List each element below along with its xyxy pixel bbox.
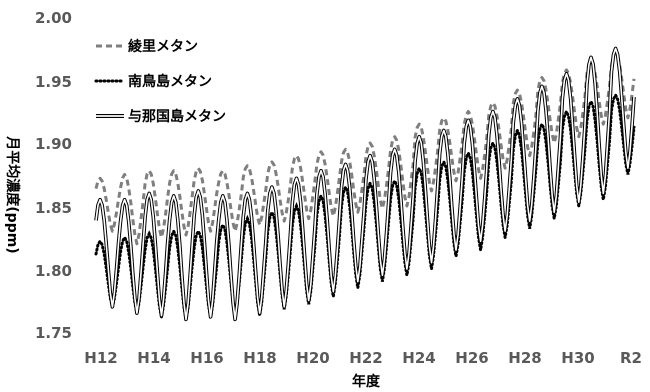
x-axis-tick-labels: H12 H14 H16 H18 H20 H22 H24 H26 H28 H30 … (84, 349, 642, 367)
x-tick-label: H12 (84, 349, 117, 367)
x-tick-label: H24 (402, 349, 435, 367)
legend-label: 与那国島メタン (128, 108, 226, 125)
legend-label: 南鳥島メタン (128, 73, 212, 90)
legend-item-minamitorishima: 南鳥島メタン (94, 73, 212, 90)
series-ryori-line (94, 50, 636, 246)
legend-label: 綾里メタン (128, 38, 198, 55)
y-tick-label: 1.85 (35, 199, 72, 217)
x-tick-label: H22 (349, 349, 382, 367)
y-tick-label: 1.95 (35, 73, 72, 91)
y-tick-label: 1.75 (35, 324, 72, 342)
y-tick-label: 1.80 (35, 262, 72, 280)
y-axis-title: 月平均濃度(ppm) (4, 135, 21, 253)
x-tick-label: R2 (620, 349, 642, 367)
series-yonaguni-line-inner (95, 47, 635, 321)
y-tick-label: 1.90 (35, 135, 72, 153)
y-tick-label: 2.00 (35, 9, 72, 27)
x-tick-label: H18 (243, 349, 276, 367)
x-tick-label: H14 (137, 349, 170, 367)
legend: 綾里メタン 南鳥島メタン 与那国島メタン (94, 38, 226, 125)
x-tick-label: H30 (561, 349, 594, 367)
x-axis-title: 年度 (352, 373, 381, 390)
y-axis-tick-labels: 1.75 1.80 1.85 1.90 1.95 2.00 (35, 9, 72, 342)
x-tick-label: H26 (455, 349, 488, 367)
x-tick-label: H16 (190, 349, 223, 367)
plot-lines (94, 46, 636, 322)
x-tick-label: H20 (296, 349, 329, 367)
x-tick-label: H28 (508, 349, 541, 367)
legend-item-ryori: 綾里メタン (96, 38, 198, 55)
legend-item-yonaguni: 与那国島メタン (96, 108, 226, 125)
